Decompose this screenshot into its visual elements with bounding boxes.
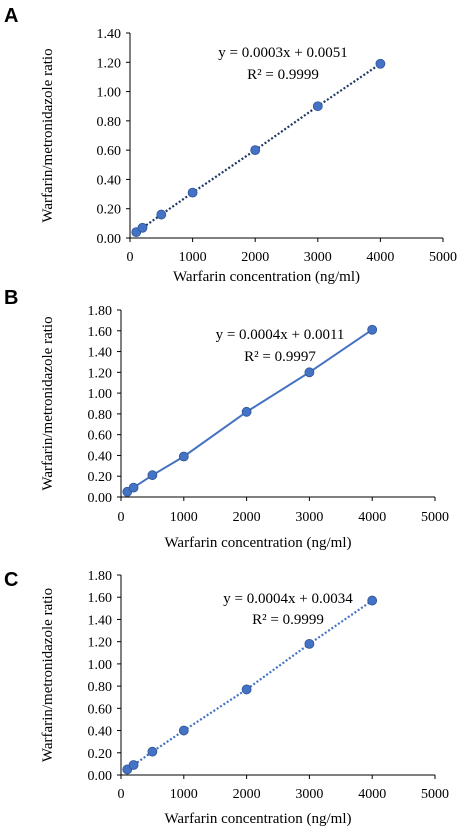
x-tick-label: 3000 [295,510,323,525]
data-point [367,595,378,606]
x-tick-label: 5000 [429,250,457,265]
x-tick-label: 3000 [295,787,323,802]
y-tick-label: 0.40 [97,173,122,188]
y-tick-label: 1.40 [97,27,122,42]
y-tick-label: 1.40 [88,613,113,628]
x-axis-title: Warfarin concentration (ng/ml) [164,811,351,827]
y-tick-label: 0.00 [88,491,113,506]
y-tick-label: 0.40 [88,449,113,464]
y-tick-label: 1.40 [88,346,113,361]
data-point [375,58,386,69]
panel-letter: C [4,569,18,591]
data-point [187,187,198,198]
x-tick-label: 4000 [366,250,394,265]
data-point [304,638,315,649]
data-point [137,222,148,233]
chart-panel-c: C 0.00 0.20 0.40 0.60 0.80 1.00 1.20 1.40 1.60 1.8… [4,569,449,827]
data-point [128,482,139,493]
panel-letter: A [4,5,18,27]
y-tick-label: 0.20 [97,203,122,218]
y-tick-label: 0.80 [88,680,113,695]
y-axis-title: Warfarin/metronidazole ratio [40,588,56,762]
chart-panel-a: A 0.00 0.20 0.40 0.60 0.80 1.00 1.20 1.40 0 1000 20… [4,5,457,285]
x-tick-label: 0 [118,787,125,802]
data-point [128,760,139,770]
y-tick-label: 1.20 [88,366,113,381]
data-point [367,324,378,335]
y-tick-label: 1.80 [88,304,113,319]
y-tick-label: 0.80 [88,408,113,423]
y-tick-label: 0.80 [97,115,122,130]
y-tick-label: 0.20 [88,747,113,762]
x-tick-label: 5000 [421,510,449,525]
x-tick-label: 1000 [170,510,198,525]
x-tick-label: 1000 [179,250,207,265]
data-point [147,470,158,481]
trend-line [126,599,373,771]
x-tick-label: 2000 [241,250,269,265]
y-tick-label: 0.40 [88,725,113,740]
regression-equation: y = 0.0003x + 0.0051 [218,45,347,61]
y-tick-label: 0.00 [97,232,122,247]
x-tick-label: 0 [118,510,125,525]
chart-panel-b: B 0.00 0.20 0.40 0.60 0.80 1.00 1.20 1.40 1.60 1.8… [4,287,449,551]
data-point [156,209,167,220]
x-tick-label: 4000 [358,787,386,802]
y-axis-title: Warfarin/metronidazole ratio [40,48,56,222]
y-tick-label: 0.00 [88,769,113,784]
r-squared-label: R² = 0.9999 [247,67,319,83]
y-tick-label: 1.00 [88,658,113,673]
y-tick-label: 1.00 [88,387,113,402]
x-tick-label: 4000 [358,510,386,525]
data-point [241,406,252,417]
x-tick-label: 1000 [170,787,198,802]
data-point [241,684,252,695]
y-tick-label: 1.00 [97,86,122,101]
y-tick-label: 0.20 [88,470,113,485]
x-tick-label: 2000 [233,510,261,525]
panel-letter: B [4,287,18,309]
y-axis-title: Warfarin/metronidazole ratio [40,316,56,490]
r-squared-label: R² = 0.9999 [252,612,324,628]
data-point [312,101,323,112]
y-tick-label: 0.60 [88,702,113,717]
data-point [147,746,158,757]
y-tick-label: 0.60 [88,429,113,444]
data-point [250,145,261,156]
x-tick-label: 5000 [421,787,449,802]
r-squared-label: R² = 0.9997 [244,349,316,365]
y-tick-label: 1.80 [88,569,113,584]
x-axis-title: Warfarin concentration (ng/ml) [164,535,351,551]
regression-equation: y = 0.0004x + 0.0034 [223,591,353,607]
data-point [304,367,315,378]
x-axis-title: Warfarin concentration (ng/ml) [173,269,360,285]
regression-equation: y = 0.0004x + 0.0011 [216,327,345,343]
y-tick-label: 1.20 [97,56,122,71]
y-tick-label: 1.20 [88,636,113,651]
y-tick-label: 1.60 [88,591,113,606]
x-tick-label: 2000 [233,787,261,802]
x-tick-label: 0 [127,250,134,265]
data-point [178,451,189,462]
x-tick-label: 3000 [304,250,332,265]
data-point [178,725,189,736]
y-tick-label: 0.60 [97,144,122,159]
y-tick-label: 1.60 [88,325,113,340]
